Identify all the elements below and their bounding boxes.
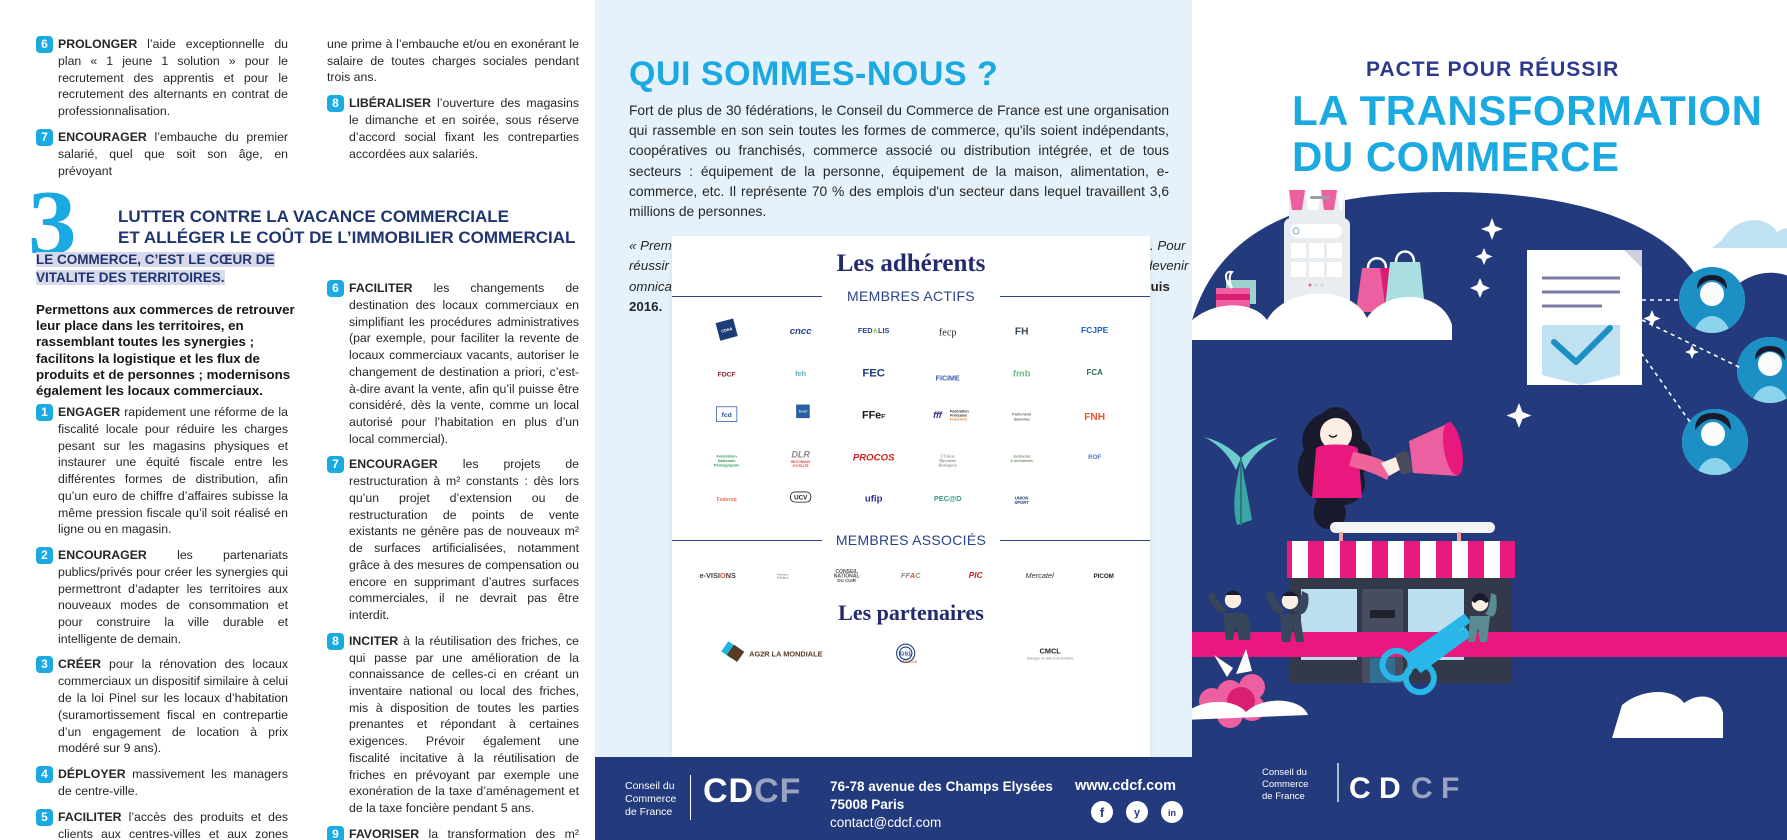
svg-text:FDCF: FDCF: [718, 372, 736, 379]
svg-text:fmb: fmb: [1013, 369, 1031, 380]
svg-text:fcd: fcd: [722, 412, 732, 419]
svg-text:D: D: [1379, 772, 1401, 805]
svg-text:AG2R LA MONDIALE: AG2R LA MONDIALE: [749, 650, 822, 659]
svg-text:Manager de ville et de territo: Manager de ville et de territoire: [1027, 657, 1074, 661]
svg-text:fenad: fenad: [799, 409, 808, 413]
svg-text:FEC: FEC: [863, 368, 886, 380]
svg-text:Photographie: Photographie: [714, 462, 740, 467]
svg-text:Commerce: Commerce: [1262, 779, 1308, 790]
svg-text:GS1: GS1: [900, 652, 911, 658]
svg-text:FCA: FCA: [1087, 368, 1104, 377]
svg-text:cncc: cncc: [790, 326, 813, 337]
svg-text:France: France: [903, 659, 918, 664]
svg-text:Sélective: Sélective: [1013, 416, 1030, 421]
svg-text:PROCOS: PROCOS: [853, 453, 895, 464]
svg-text:de France: de France: [1262, 791, 1305, 802]
svg-text:Publique: Publique: [777, 576, 789, 580]
svg-text:Jardineries: Jardineries: [1013, 454, 1031, 458]
svg-text:Parfumerie: Parfumerie: [1012, 411, 1032, 416]
svg-text:Federop: Federop: [717, 497, 737, 503]
svg-text:FCJPE: FCJPE: [1081, 325, 1109, 335]
svg-text:Mercatel: Mercatel: [1025, 571, 1054, 580]
svg-text:UCV: UCV: [794, 494, 808, 501]
svg-text:PIC: PIC: [968, 570, 983, 580]
svg-text:DLR: DLR: [791, 449, 810, 459]
svg-text:RECONNUS: RECONNUS: [791, 460, 811, 464]
svg-text:FNH: FNH: [1085, 412, 1106, 423]
svg-text:y: y: [1134, 807, 1141, 819]
svg-text:PEC@D: PEC@D: [934, 494, 962, 503]
svg-text:& Animaleries: & Animaleries: [1010, 459, 1033, 463]
svg-text:feh: feh: [795, 369, 807, 378]
svg-text:fecp: fecp: [939, 327, 957, 338]
svg-text:ROF: ROF: [1089, 454, 1102, 461]
svg-text:C: C: [1349, 772, 1371, 805]
svg-text:PICOM: PICOM: [1094, 573, 1114, 580]
svg-text:e-VISIONS: e-VISIONS: [700, 571, 737, 580]
svg-text:DU CUIR: DU CUIR: [837, 578, 857, 583]
svg-text:fff: fff: [933, 410, 943, 420]
svg-text:Fédération: Fédération: [950, 409, 970, 413]
svg-text:C: C: [1411, 772, 1433, 805]
svg-text:Franchise: Franchise: [950, 417, 967, 421]
svg-text:Conseil du: Conseil du: [1262, 767, 1307, 778]
svg-text:FICIME: FICIME: [936, 375, 960, 383]
svg-text:SPORT: SPORT: [1014, 500, 1029, 505]
svg-text:D'UTILITÉ: D'UTILITÉ: [792, 463, 809, 468]
svg-text:F: F: [1441, 772, 1459, 805]
svg-text:FFAC: FFAC: [901, 571, 921, 580]
svg-text:in: in: [1168, 808, 1176, 818]
svg-text:FFeF: FFeF: [863, 410, 886, 422]
svg-text:Française: Française: [950, 413, 967, 417]
svg-text:f: f: [1100, 805, 1105, 820]
svg-text:CMCL: CMCL: [1040, 646, 1062, 655]
svg-text:ufip: ufip: [865, 494, 883, 505]
svg-text:FED∧LIS: FED∧LIS: [858, 326, 890, 335]
svg-text:Horlogerie: Horlogerie: [939, 462, 957, 467]
svg-text:FH: FH: [1015, 327, 1029, 338]
